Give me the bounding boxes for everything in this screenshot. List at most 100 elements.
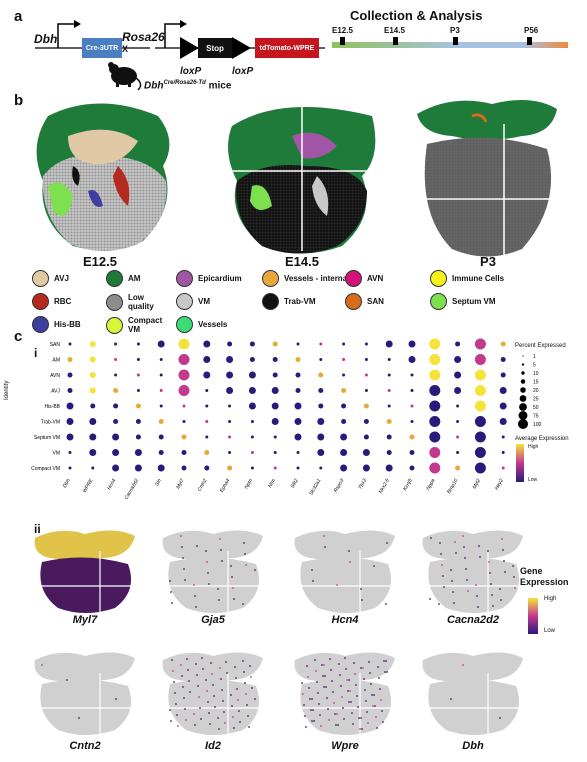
legend-label: AVJ xyxy=(54,274,69,283)
legend-swatch xyxy=(106,270,123,287)
dotplot-dot xyxy=(66,433,74,441)
dotplot-dot xyxy=(342,373,346,377)
dotplot-gene-label: Hcn4 xyxy=(106,478,117,491)
legend-label: AM xyxy=(128,274,141,283)
dotplot-dot xyxy=(182,404,186,408)
dotplot-dot xyxy=(294,402,302,410)
dotplot-gene-label: Hey2 xyxy=(494,478,505,491)
dotplot-dot xyxy=(364,358,368,361)
panel-ci-label: i xyxy=(34,346,38,360)
dotplot-dot xyxy=(91,466,95,470)
dotplot-dot xyxy=(135,434,141,440)
dotplot-gene-label: Rspo3 xyxy=(333,478,346,494)
dotplot-dot xyxy=(474,462,486,474)
dotplot-dot xyxy=(227,341,233,347)
timeline-tick-e145 xyxy=(393,37,398,45)
legend-swatch xyxy=(176,270,193,287)
loxp-triangle-2 xyxy=(232,37,251,59)
dotplot-dot xyxy=(319,358,323,361)
dotplot-dot xyxy=(409,465,415,471)
dotplot-dot xyxy=(248,402,256,410)
legend-item: Epicardium xyxy=(176,270,242,287)
mice-label-sup: Cre/Rosa26-Td xyxy=(163,80,206,86)
dotplot-dot xyxy=(204,450,210,455)
timeline-stage-0: E12.5 xyxy=(332,26,353,35)
legend-swatch xyxy=(32,270,49,287)
dotplot-dot xyxy=(205,389,209,392)
timeline-tick-p56 xyxy=(527,37,532,45)
legend-item: VM xyxy=(176,293,210,310)
dotplot-dot xyxy=(158,419,164,424)
legend-item: Low quality xyxy=(106,293,160,311)
legend-swatch xyxy=(345,293,362,310)
legend-label: RBC xyxy=(54,297,72,306)
gene-expr-legend-title-2: Expression xyxy=(520,577,569,587)
color-legend-high: High xyxy=(528,444,539,450)
dotplot-dot xyxy=(68,342,72,346)
dotplot-dot xyxy=(317,418,325,425)
dotplot-dot xyxy=(114,373,118,377)
dotplot-dot xyxy=(66,418,74,425)
size-legend-dot xyxy=(520,387,526,393)
legend-label: Trab-VM xyxy=(284,297,316,306)
dotplot-dot xyxy=(387,358,391,361)
dotplot-dot xyxy=(181,465,187,471)
dotplot-dot xyxy=(296,466,300,470)
dotplot-dot xyxy=(114,342,118,346)
dotplot-dot xyxy=(159,358,163,361)
dotplot-gene-label: Myl7 xyxy=(175,478,186,490)
dotplot-dot xyxy=(454,371,462,379)
dotplot-gene-label: Nkx2-5 xyxy=(378,478,391,495)
size-legend-dot xyxy=(521,363,525,366)
spatial-map xyxy=(418,652,528,738)
legend-swatch xyxy=(106,316,123,334)
legend-swatch xyxy=(430,270,447,287)
spatial-gene-label: Cntn2 xyxy=(69,740,101,752)
dotplot-gene-label: Cntn2 xyxy=(197,478,209,493)
dotplot-dot xyxy=(113,388,119,393)
size-legend-dot xyxy=(519,403,527,411)
dotplot-dot xyxy=(113,403,119,409)
loxp-triangle-1 xyxy=(180,37,199,59)
dotplot-dot xyxy=(294,418,302,425)
dotplot-dot xyxy=(386,450,392,455)
dotplot-dot xyxy=(250,466,254,470)
dotplot-dot xyxy=(319,342,323,346)
timeline-stage-1: E14.5 xyxy=(384,26,405,35)
legend-swatch xyxy=(32,316,49,333)
dotplot-dot xyxy=(385,464,393,472)
dotplot-dot xyxy=(454,387,462,394)
spatial-map xyxy=(418,530,528,614)
dotplot-dot xyxy=(226,356,234,363)
mice-label-gene: Dbh xyxy=(144,80,164,92)
dotplot-dot xyxy=(250,435,254,439)
heart-e145 xyxy=(227,101,377,254)
dotplot-dot xyxy=(248,387,256,394)
dotplot-gene-label: Slc32a1 xyxy=(308,478,322,497)
spatial-gene-label: Id2 xyxy=(205,740,221,752)
promoter-arrow-1 xyxy=(57,23,74,48)
dotplot-dot xyxy=(474,354,486,365)
dotplot-dot xyxy=(318,372,324,378)
legend-label: AVN xyxy=(367,274,384,283)
dotplot-dot xyxy=(429,431,441,443)
legend-item: Trab-VM xyxy=(262,293,316,310)
color-legend-title: Average Expression xyxy=(515,436,569,442)
stop-box: Stop xyxy=(198,38,232,58)
dotplot-dot xyxy=(429,338,441,350)
dotplot-dot xyxy=(429,447,441,458)
legend-item: Compact VM xyxy=(106,316,162,334)
dotplot-dot xyxy=(226,387,234,394)
dotplot-dot xyxy=(429,369,441,381)
dotplot-gene-label: Myl2 xyxy=(472,478,483,490)
dotplot-dot xyxy=(409,434,415,440)
dotplot-dot xyxy=(67,357,73,362)
legend-label: Low quality xyxy=(128,293,154,311)
mice-label-tail: mice xyxy=(205,80,232,92)
panel-b-label: b xyxy=(14,92,24,109)
dotplot-dot xyxy=(250,420,254,423)
dotplot-dot xyxy=(296,342,300,346)
dotplot-dot xyxy=(429,385,441,396)
dotplot-dot xyxy=(456,435,460,439)
dotplot-dot xyxy=(250,451,254,454)
